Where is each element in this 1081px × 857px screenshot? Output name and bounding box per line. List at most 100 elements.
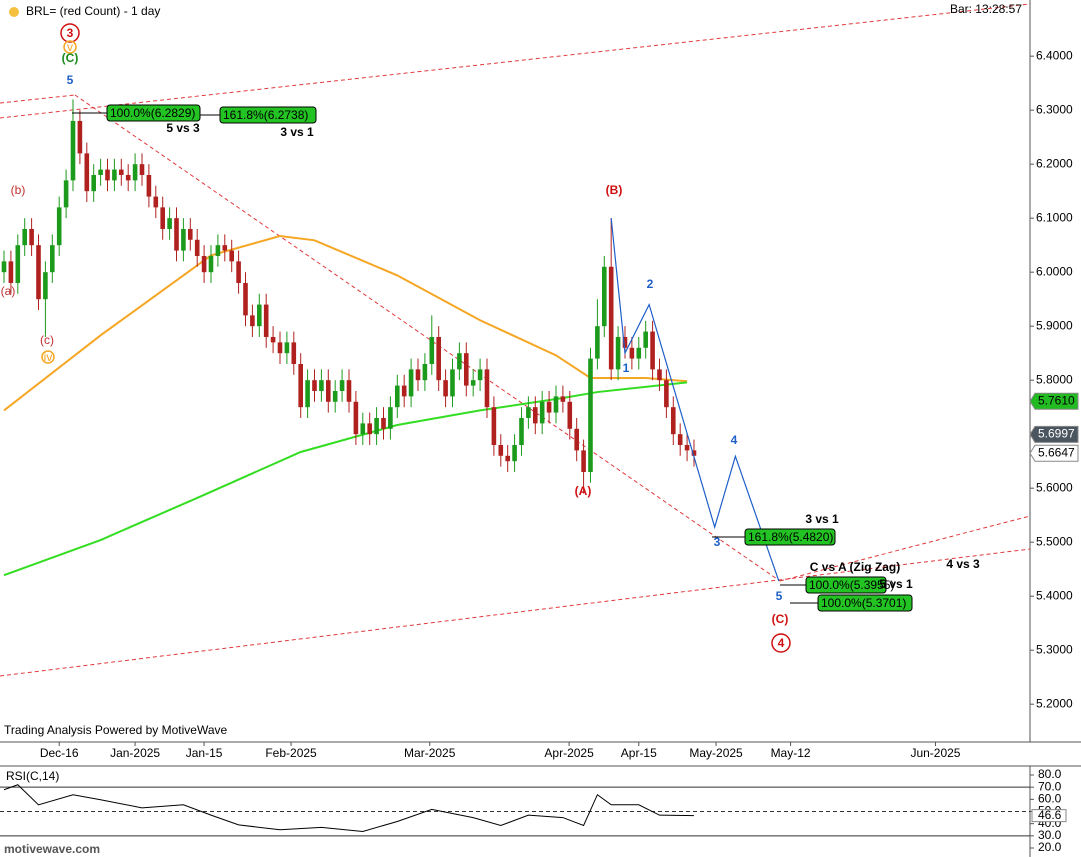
candle-body bbox=[105, 169, 110, 181]
fib-box-label: 161.8%(5.4820) bbox=[748, 530, 833, 544]
wave-label: (b) bbox=[11, 183, 26, 197]
candle-body bbox=[125, 174, 131, 181]
candle-body bbox=[118, 169, 124, 175]
candle-body bbox=[319, 380, 324, 391]
y-tick-label: 6.4000 bbox=[1036, 48, 1073, 62]
fib-note: 5 vs 1 bbox=[879, 577, 913, 591]
footer: Trading Analysis Powered by MotiveWave bbox=[4, 723, 228, 737]
candle-body bbox=[512, 444, 517, 462]
y-tick-label: 6.3000 bbox=[1036, 102, 1073, 116]
fib-box-label: 100.0%(5.3955) bbox=[809, 578, 894, 592]
candle-body bbox=[305, 380, 310, 408]
x-tick-label: Jan-15 bbox=[186, 746, 223, 760]
wave-label: v bbox=[67, 40, 73, 54]
y-tick-label: 6.2000 bbox=[1036, 156, 1073, 170]
rsi-tag-label: 46.6 bbox=[1038, 808, 1062, 822]
candle-body bbox=[291, 342, 297, 364]
candle-body bbox=[388, 407, 393, 429]
rsi-tick-label: 60.0 bbox=[1038, 792, 1062, 806]
candle-body bbox=[567, 401, 573, 429]
site: motivewave.com bbox=[4, 842, 100, 856]
candle-body bbox=[250, 315, 255, 327]
candle-body bbox=[208, 255, 214, 273]
candle-body bbox=[560, 396, 566, 402]
candle-body bbox=[664, 380, 669, 408]
rsi-title: RSI(C,14) bbox=[6, 769, 59, 783]
fib-box bbox=[219, 106, 317, 124]
wave-circle bbox=[41, 350, 55, 364]
wave-label: 3 bbox=[714, 535, 721, 549]
candle-body bbox=[360, 423, 366, 435]
chart-title: BRL= (red Count) - 1 day bbox=[26, 4, 160, 18]
fib-box-label: 100.0%(6.2829) bbox=[110, 106, 195, 120]
candle-body bbox=[408, 369, 414, 397]
candle-body bbox=[491, 407, 497, 445]
fib-box bbox=[805, 576, 887, 594]
candle-body bbox=[422, 363, 428, 381]
price-tag bbox=[1029, 425, 1079, 443]
fib-box-label: 161.8%(6.2738) bbox=[223, 108, 308, 122]
x-tick-label: Jan-2025 bbox=[110, 746, 160, 760]
candle-body bbox=[201, 255, 207, 273]
candle-body bbox=[263, 304, 269, 337]
candle-body bbox=[629, 347, 635, 359]
trend-line bbox=[74, 94, 781, 582]
wave-label: (A) bbox=[575, 484, 592, 498]
price-tag-label: 5.6647 bbox=[1038, 445, 1075, 459]
candle-body bbox=[470, 380, 476, 386]
candle-body bbox=[243, 282, 248, 316]
candle-body bbox=[450, 369, 455, 397]
wave-label: (C) bbox=[62, 51, 79, 65]
x-tick-label: May-12 bbox=[771, 746, 811, 760]
candle-body bbox=[298, 363, 303, 408]
y-tick-label: 5.9000 bbox=[1036, 318, 1073, 332]
rsi-tick-label: 70.0 bbox=[1038, 779, 1062, 793]
candle-body bbox=[677, 434, 683, 445]
candle-body bbox=[367, 423, 372, 435]
candle-body bbox=[77, 120, 83, 154]
candle-body bbox=[325, 380, 331, 402]
candle-body bbox=[167, 218, 172, 229]
wave-label: 5 bbox=[67, 73, 74, 87]
status-dot bbox=[9, 7, 19, 17]
wave-label: 2 bbox=[647, 277, 654, 291]
wave-label: (c) bbox=[40, 333, 54, 347]
wave-circle bbox=[771, 633, 791, 653]
x-tick-label: Feb-2025 bbox=[265, 746, 317, 760]
candle-body bbox=[353, 401, 359, 435]
y-tick-label: 5.8000 bbox=[1036, 372, 1073, 386]
fib-note: 3 vs 1 bbox=[280, 125, 314, 139]
fib-box bbox=[744, 528, 836, 546]
rsi-tag bbox=[1031, 809, 1067, 823]
wave-projection bbox=[610, 218, 780, 582]
candle-body bbox=[284, 342, 290, 354]
candle-body bbox=[160, 207, 165, 229]
candle-body bbox=[236, 261, 241, 283]
candle-body bbox=[312, 380, 317, 391]
candle-body bbox=[401, 385, 407, 397]
candle-body bbox=[608, 266, 614, 370]
wave-label: (a) bbox=[1, 284, 16, 298]
candle-body bbox=[519, 417, 524, 445]
candle-body bbox=[222, 245, 228, 251]
candle-body bbox=[277, 342, 283, 354]
rsi-tick-label: 80.0 bbox=[1038, 767, 1062, 781]
candle-body bbox=[43, 272, 48, 300]
fib-note: 4 vs 3 bbox=[946, 557, 980, 571]
candle-body bbox=[70, 120, 76, 181]
candle-body bbox=[436, 336, 441, 381]
trend-line bbox=[779, 515, 1031, 582]
candle-body bbox=[15, 245, 21, 283]
bar-time: Bar: 13:28:57 bbox=[950, 2, 1022, 16]
candle-body bbox=[381, 417, 386, 429]
candle-body bbox=[643, 331, 648, 348]
candle-body bbox=[256, 304, 262, 327]
candle-body bbox=[187, 228, 193, 240]
y-tick-label: 5.3000 bbox=[1036, 642, 1073, 656]
trend-line bbox=[0, 3, 1031, 119]
candle-body bbox=[394, 385, 400, 408]
candle-body bbox=[498, 444, 504, 456]
candle-body bbox=[84, 153, 90, 192]
y-tick-label: 5.5000 bbox=[1036, 534, 1073, 548]
